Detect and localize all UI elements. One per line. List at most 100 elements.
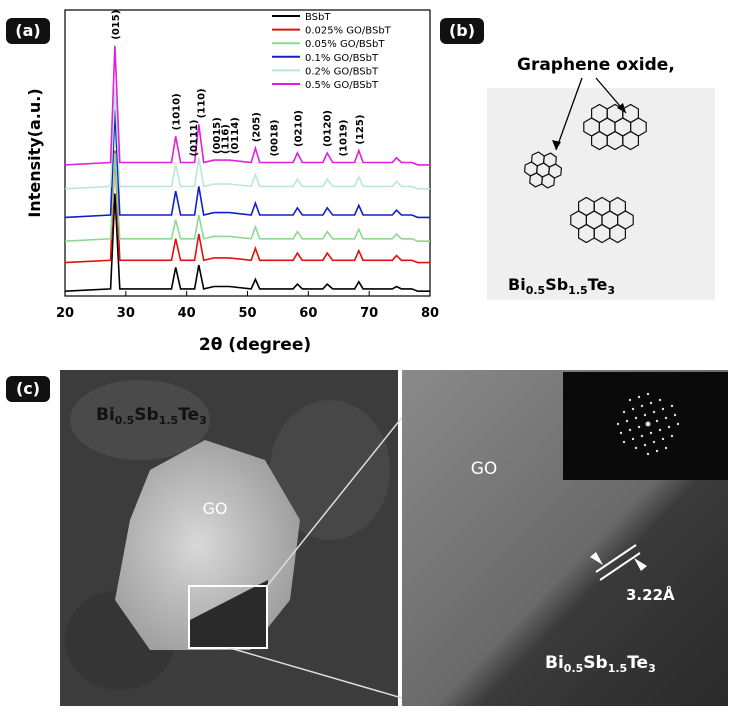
formula-part: 3 xyxy=(648,662,656,675)
x-tick-label: 80 xyxy=(421,306,439,321)
formula-part: Bi xyxy=(508,275,526,294)
formula-part: 1.5 xyxy=(159,414,179,427)
formula-part: Sb xyxy=(545,275,568,294)
x-tick-label: 50 xyxy=(238,306,256,321)
hexagon xyxy=(548,163,563,179)
spot xyxy=(655,419,659,423)
spot xyxy=(625,419,629,423)
flake xyxy=(570,196,634,244)
spot xyxy=(628,428,632,432)
series-line xyxy=(64,45,430,166)
legend-label: 0.5% GO/BSbT xyxy=(305,80,379,91)
spot xyxy=(637,395,641,399)
spot xyxy=(676,422,680,426)
peak-label: (205) xyxy=(251,112,262,142)
matrix-region xyxy=(190,580,268,648)
spot xyxy=(664,416,668,420)
spot xyxy=(661,407,665,411)
spot xyxy=(658,428,662,432)
y-axis-label: Intensity(a.u.) xyxy=(25,88,44,217)
spot xyxy=(616,422,620,426)
formula-part: Te xyxy=(627,653,648,673)
spot xyxy=(640,434,644,438)
x-tick-label: 70 xyxy=(360,306,378,321)
spot xyxy=(673,413,677,417)
formula-part: Te xyxy=(588,275,608,294)
spot xyxy=(661,437,665,441)
spot xyxy=(664,446,668,450)
peak-label: (0018) xyxy=(270,120,281,157)
spot xyxy=(640,404,644,408)
matrix-label: Bi0.5Sb1.5Te3 xyxy=(508,275,615,297)
hexagon xyxy=(622,130,640,151)
series-line xyxy=(64,152,430,242)
spot xyxy=(643,413,647,417)
spot xyxy=(619,431,623,435)
x-tick-label: 20 xyxy=(56,306,74,321)
legend-label: BSbT xyxy=(305,12,331,23)
x-tick-label: 30 xyxy=(117,306,135,321)
x-tick-label: 40 xyxy=(178,306,196,321)
arrowhead xyxy=(552,140,561,150)
spot xyxy=(631,407,635,411)
spot xyxy=(658,398,662,402)
diagram-box xyxy=(487,88,715,300)
formula-part: 0.5 xyxy=(564,662,584,675)
peak-label: (0210) xyxy=(293,110,304,147)
peak-label: (0120) xyxy=(323,110,334,147)
formula-part: 0.5 xyxy=(526,284,546,297)
peak-label: (110) xyxy=(197,88,208,118)
formula-part: 3 xyxy=(199,414,207,427)
spot xyxy=(655,449,659,453)
graphene-flakes xyxy=(523,103,647,244)
peak-label: (116) xyxy=(220,124,231,154)
formula-part: 1.5 xyxy=(568,284,588,297)
spot xyxy=(643,443,647,447)
spot xyxy=(646,392,650,396)
x-tick-label: 60 xyxy=(299,306,317,321)
flake xyxy=(523,151,563,189)
panel-label: (a) xyxy=(15,21,40,40)
peak-label: (1019) xyxy=(338,120,349,157)
spot xyxy=(670,404,674,408)
spot xyxy=(628,398,632,402)
formula-part: 1.5 xyxy=(608,662,628,675)
legend-label: 0.1% GO/BSbT xyxy=(305,53,379,64)
go-label: GO xyxy=(471,459,498,479)
formula-part: 0.5 xyxy=(115,414,135,427)
arrowhead xyxy=(634,558,647,571)
d-spacing: 3.22Å xyxy=(626,585,675,604)
arrowhead xyxy=(590,552,603,565)
diffraction-inset xyxy=(563,372,728,480)
fringe-line xyxy=(595,544,637,573)
spot xyxy=(649,401,653,405)
series-line xyxy=(64,88,430,190)
formula-part: 3 xyxy=(607,284,615,297)
texture xyxy=(70,380,210,460)
x-axis-label: 2θ (degree) xyxy=(199,335,311,355)
legend-label: 0.05% GO/BSbT xyxy=(305,39,385,50)
formula-part: Sb xyxy=(134,405,158,425)
panel-label-bg xyxy=(6,376,50,402)
diffraction-spots xyxy=(616,392,680,456)
formula-part: Bi xyxy=(545,653,564,673)
spot xyxy=(631,437,635,441)
legend-label: 0.2% GO/BSbT xyxy=(305,66,379,77)
spot xyxy=(622,440,626,444)
spot xyxy=(652,440,656,444)
go-label: GO xyxy=(203,499,228,518)
peak-label: (125) xyxy=(355,115,366,145)
peak-label: (1010) xyxy=(172,93,183,130)
formula-part: Te xyxy=(178,405,199,425)
series-line xyxy=(64,193,430,292)
xrd-chart: 2θ (degree) Intensity(a.u.) 20 30 40 50 60 70… xyxy=(25,9,439,355)
peak-label: (0111) xyxy=(189,120,200,157)
arrow xyxy=(555,77,583,151)
zoom-line xyxy=(229,647,403,699)
panel-label: (b) xyxy=(449,21,475,40)
formula-part: Sb xyxy=(583,653,607,673)
spot xyxy=(646,452,650,456)
spot xyxy=(637,425,641,429)
fringe-line xyxy=(599,552,641,581)
